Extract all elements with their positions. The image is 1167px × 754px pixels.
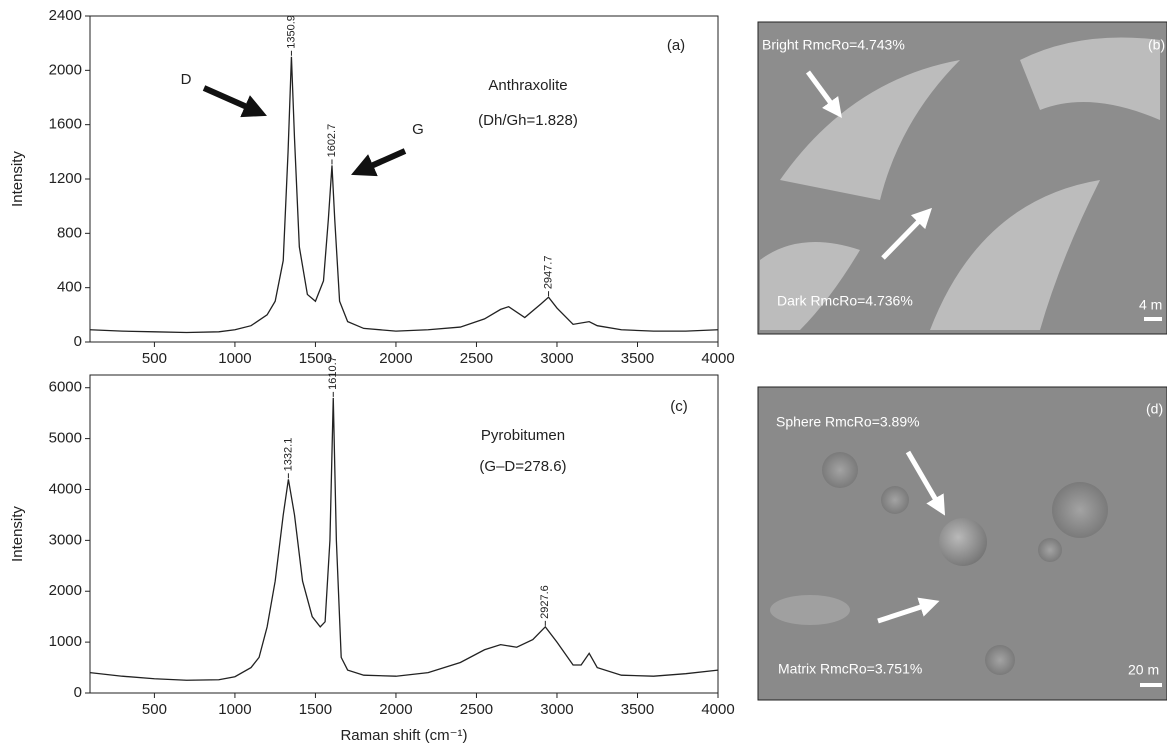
- y-tick-label: 1000: [49, 633, 82, 650]
- image-text: Matrix RmcRo=3.751%: [778, 661, 922, 677]
- y-axis-label: Intensity: [9, 506, 26, 562]
- x-tick-label: 3500: [621, 350, 654, 367]
- micrograph: Bright RmcRo=4.743% Dark RmcRo=4.736% (b…: [757, 21, 1167, 335]
- annotation: D: [181, 71, 192, 88]
- annotation: Anthraxolite: [488, 77, 567, 94]
- y-tick-label: 1600: [49, 116, 82, 133]
- spectrum-line: [89, 397, 719, 681]
- peak-label: 1610.7: [327, 356, 339, 390]
- y-tick-label: 2000: [49, 582, 82, 599]
- y-tick-label: 4000: [49, 480, 82, 497]
- image-text: Dark RmcRo=4.736%: [777, 293, 913, 309]
- y-tick-label: 3000: [49, 531, 82, 548]
- panel-label: (a): [667, 37, 685, 54]
- scale-label: 20 m: [1128, 662, 1159, 678]
- panel-label: (b): [1148, 37, 1165, 53]
- x-tick-label: 2000: [379, 350, 412, 367]
- y-tick-label: 800: [57, 224, 82, 241]
- y-tick-label: 5000: [49, 430, 82, 447]
- y-tick-label: 0: [74, 333, 82, 350]
- peak-label: 2947.7: [542, 256, 554, 290]
- annotation: (G–D=278.6): [479, 458, 566, 475]
- x-tick-label: 500: [142, 701, 167, 718]
- plot-frame: [89, 15, 719, 343]
- y-tick-label: 1200: [49, 170, 82, 187]
- x-tick-label: 4000: [701, 701, 734, 718]
- x-tick-label: 1500: [299, 350, 332, 367]
- x-tick-label: 500: [142, 350, 167, 367]
- peak-label: 1350.9: [285, 15, 297, 49]
- x-axis-label: Raman shift (cm⁻¹): [340, 727, 467, 744]
- arrow: [202, 85, 267, 118]
- x-tick-label: 2500: [460, 350, 493, 367]
- x-tick-label: 1500: [299, 701, 332, 718]
- micrograph: Sphere RmcRo=3.89% Matrix RmcRo=3.751% (…: [757, 386, 1167, 701]
- x-tick-label: 3000: [540, 701, 573, 718]
- peak-label: 1602.7: [326, 124, 338, 158]
- x-tick-label: 3500: [621, 701, 654, 718]
- y-tick-label: 6000: [49, 379, 82, 396]
- x-tick-label: 3000: [540, 350, 573, 367]
- y-tick-label: 2000: [49, 61, 82, 78]
- x-tick-label: 4000: [701, 350, 734, 367]
- y-tick-label: 0: [74, 684, 82, 701]
- arrow: [351, 148, 407, 177]
- image-text: Bright RmcRo=4.743%: [762, 37, 905, 53]
- panel-label: (d): [1146, 401, 1163, 417]
- x-tick-label: 2000: [379, 701, 412, 718]
- plot-frame: [89, 374, 719, 694]
- image-text: Sphere RmcRo=3.89%: [776, 414, 920, 430]
- x-tick-label: 1000: [218, 701, 251, 718]
- scale-label: 4 m: [1139, 297, 1162, 313]
- panel-label: (c): [670, 398, 688, 415]
- annotation: G: [412, 121, 424, 138]
- peak-label: 1332.1: [282, 438, 294, 472]
- peak-label: 2927.6: [539, 585, 551, 619]
- y-axis-label: Intensity: [9, 151, 26, 207]
- y-tick-label: 2400: [49, 7, 82, 24]
- x-tick-label: 2500: [460, 701, 493, 718]
- y-tick-label: 400: [57, 279, 82, 296]
- annotation: Pyrobitumen: [481, 427, 565, 444]
- spectrum-line: [89, 56, 719, 334]
- x-tick-label: 1000: [218, 350, 251, 367]
- annotation: (Dh/Gh=1.828): [478, 112, 578, 129]
